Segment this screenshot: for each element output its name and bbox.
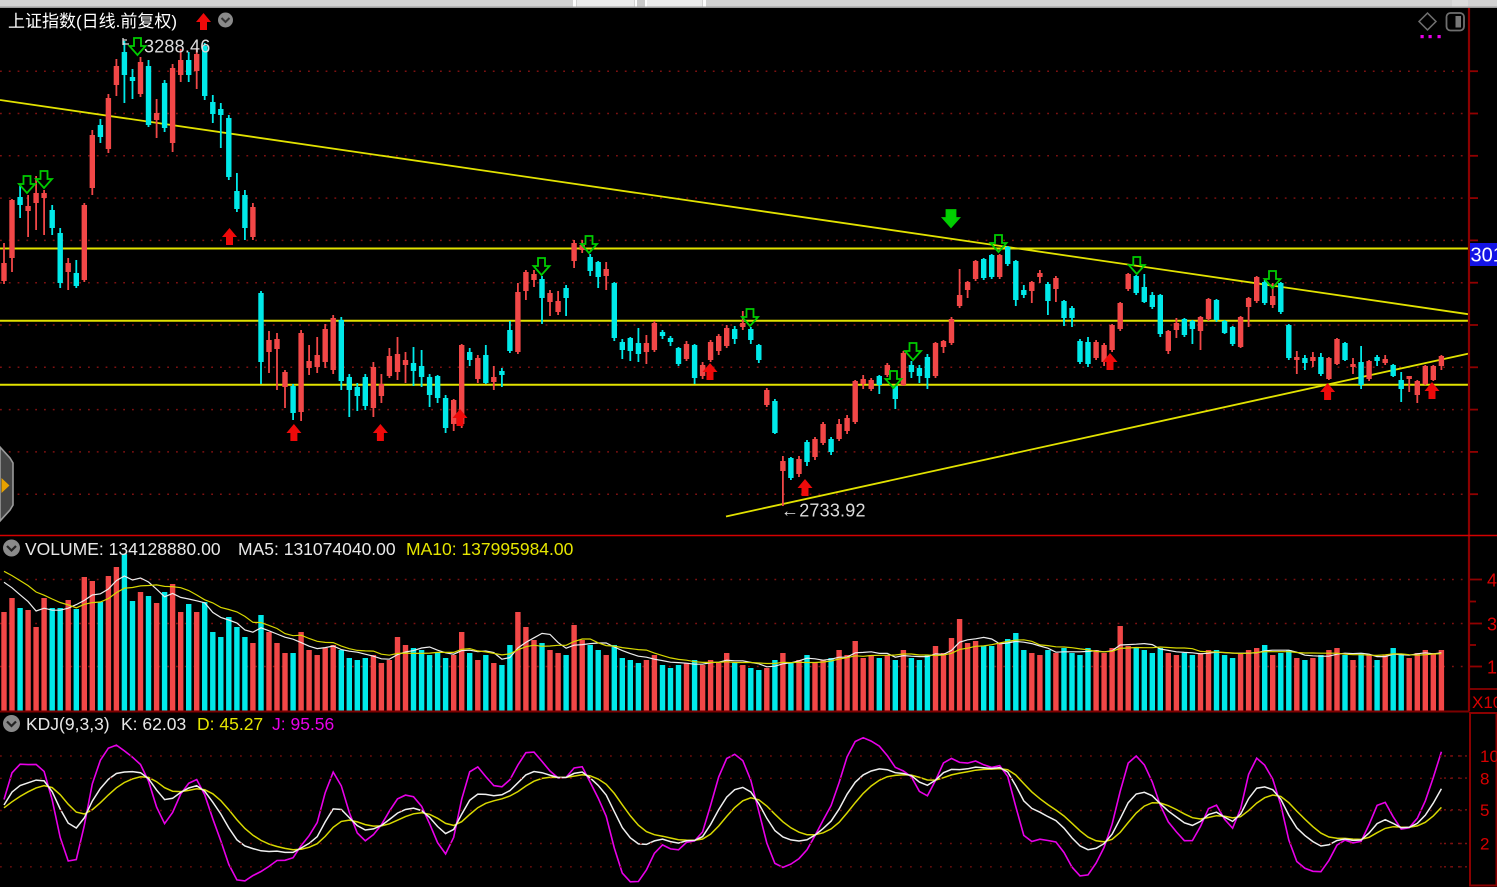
svg-text:X10: X10 [1472, 693, 1497, 712]
svg-text:5: 5 [1480, 801, 1489, 820]
svg-text:10: 10 [1480, 747, 1497, 766]
svg-text:30: 30 [1487, 615, 1497, 635]
svg-text:←2733.92: ←2733.92 [781, 501, 866, 521]
svg-text:MA5: 131074040.00: MA5: 131074040.00 [238, 539, 396, 559]
svg-text:KDJ(9,3,3): KDJ(9,3,3) [26, 714, 110, 734]
svg-text:3016: 3016 [1471, 245, 1497, 267]
svg-text:2: 2 [1480, 835, 1489, 854]
svg-text:VOLUME: 134128880.00: VOLUME: 134128880.00 [25, 539, 221, 559]
svg-text:MA10: 137995984.00: MA10: 137995984.00 [406, 539, 574, 559]
svg-text:K: 62.03: K: 62.03 [121, 714, 186, 734]
svg-text:J: 95.56: J: 95.56 [272, 714, 334, 734]
svg-text:D: 45.27: D: 45.27 [197, 714, 263, 734]
svg-text:3288.46: 3288.46 [144, 37, 210, 57]
svg-text:8: 8 [1480, 770, 1489, 789]
svg-text:上证指数(日线.前复权): 上证指数(日线.前复权) [8, 12, 177, 31]
svg-text:10: 10 [1487, 658, 1497, 678]
svg-text:40: 40 [1487, 571, 1497, 591]
